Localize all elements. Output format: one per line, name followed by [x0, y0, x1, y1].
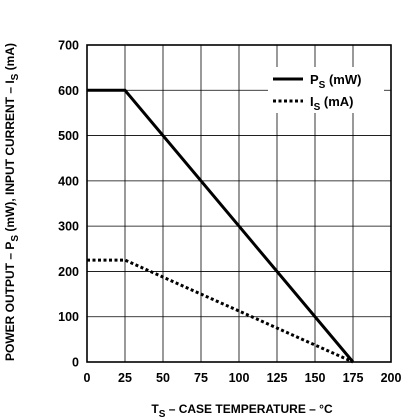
x-tick-label: 100: [229, 371, 250, 385]
y-axis-title-p1: POWER OUTPUT – P: [3, 242, 17, 361]
legend-entry-is: IS (mA): [310, 94, 354, 113]
x-axis-title-main: T: [151, 402, 159, 416]
series-layer: [87, 88, 355, 364]
legend-box: [268, 67, 384, 113]
y-tick-label: 400: [58, 174, 79, 188]
series-line-0: [87, 88, 355, 363]
legend-ps-main: P: [310, 72, 319, 87]
x-tick-label: 75: [194, 371, 208, 385]
x-tick-label: 50: [156, 371, 170, 385]
y-tick-label: 300: [58, 220, 79, 234]
y-tick-label: 600: [58, 84, 79, 98]
x-tick-label: 0: [84, 371, 91, 385]
plot-frame: [86, 44, 392, 363]
y-axis-title-s1: S: [10, 235, 21, 242]
x-axis-title-sub: S: [159, 409, 166, 420]
legend-is-main: I: [310, 94, 314, 109]
x-tick-labels: 0 25 50 75 100 125 150 175 200: [84, 371, 402, 385]
legend-entry-ps: PS (mW): [310, 72, 361, 91]
y-tick-label: 100: [58, 310, 79, 324]
y-tick-label: 500: [58, 129, 79, 143]
legend: PS (mW) IS (mA): [268, 67, 384, 113]
x-tick-label: 125: [267, 371, 288, 385]
y-tick-label: 700: [58, 39, 79, 53]
y-tick-label: 200: [58, 265, 79, 279]
y-tick-labels: 0 100 200 300 400 500 600 700: [58, 39, 79, 370]
x-tick-label: 150: [305, 371, 326, 385]
legend-is-sub: S: [314, 102, 321, 113]
series-line-1: [87, 258, 354, 364]
legend-ps-sub: S: [319, 80, 326, 91]
x-tick-label: 175: [343, 371, 364, 385]
y-axis-title-s2: S: [10, 73, 21, 80]
x-tick-label: 25: [118, 371, 132, 385]
y-axis-title-p3: (mA): [3, 43, 17, 74]
y-axis-title-p2: (mW), INPUT CURRENT – I: [3, 80, 17, 235]
legend-ps-rest: (mW): [325, 72, 361, 87]
x-axis-title-rest: – CASE TEMPERATURE – °C: [165, 402, 333, 416]
legend-is-rest: (mA): [320, 94, 353, 109]
x-axis-title: TS – CASE TEMPERATURE – °C: [151, 402, 333, 420]
y-axis-title: POWER OUTPUT – PS (mW), INPUT CURRENT – …: [3, 43, 21, 361]
y-tick-label: 0: [72, 356, 79, 370]
x-tick-label: 200: [381, 371, 402, 385]
